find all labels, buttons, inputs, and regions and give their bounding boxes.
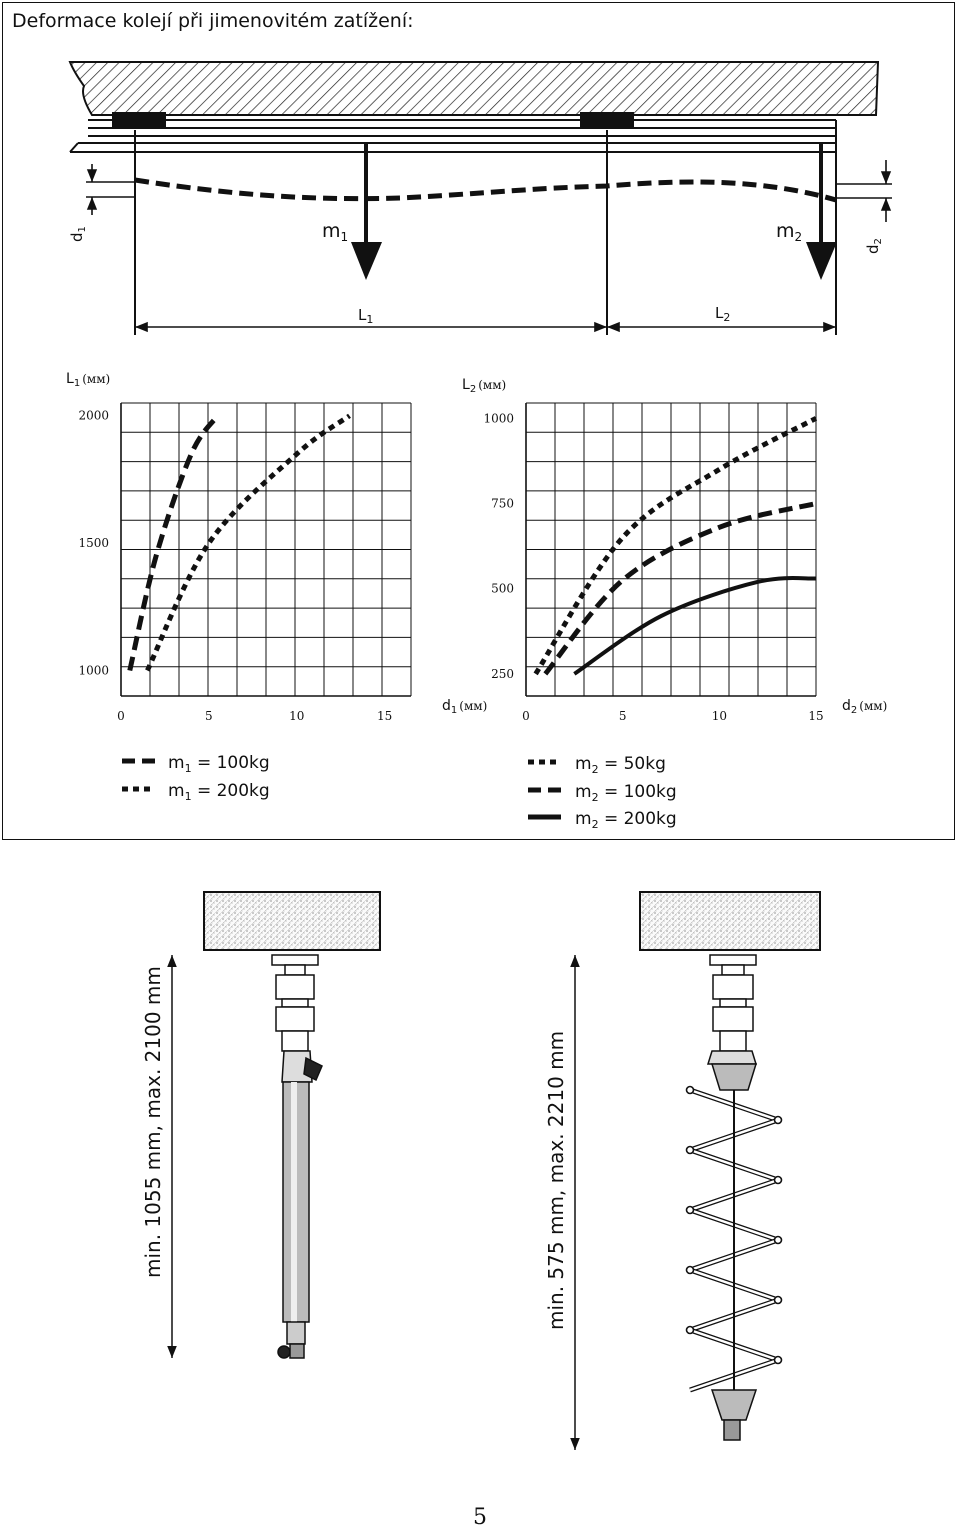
scissor-pivot	[773, 1115, 783, 1125]
d2-label: d2	[864, 238, 884, 254]
diagram-frame	[2, 2, 955, 840]
chart-L2-vs-d2: 0 5 10 15 1000 750 500 250 L2 (мм) d2 (мм)	[462, 377, 887, 723]
load-arrow-m2-head	[806, 242, 837, 280]
y-tick-label: 1000	[483, 411, 514, 425]
ceiling-block-left	[203, 891, 381, 951]
y-axis-label: L1 (мм)	[66, 371, 110, 389]
carriage-top	[275, 974, 315, 1000]
m1-label: m1	[322, 220, 348, 244]
rail-clip	[709, 954, 757, 966]
pole-knob	[303, 1056, 323, 1082]
x-tick-label: 0	[522, 709, 530, 723]
legend-chart-2: m2 = 50kg m2 = 100kg m2 = 200kg	[528, 754, 677, 831]
dimension-text-left: min. 1055 mm, max. 2100 mm	[141, 966, 165, 1278]
carriage-bottom	[275, 1006, 315, 1032]
pole-end	[286, 1321, 306, 1345]
L1-label: L1	[358, 306, 373, 326]
y-tick-label: 1000	[78, 664, 109, 678]
rail-deformation-diagram: d1 d2 m1 m2 L1 L2	[68, 61, 892, 335]
scissor-pivot	[773, 1295, 783, 1305]
d1-dimension	[86, 164, 135, 215]
page-number: 5	[473, 1505, 487, 1530]
y-tick-label: 1500	[78, 536, 109, 550]
scissor-pivot	[685, 1205, 695, 1215]
legend-label-m2-50: m2 = 50kg	[575, 754, 666, 776]
deformed-rail-curve	[134, 177, 837, 203]
scissor-pivot	[773, 1355, 783, 1365]
dimension-text-right: min. 575 mm, max. 2210 mm	[544, 1031, 568, 1330]
x-tick-label: 5	[619, 709, 627, 723]
ceiling-block-right	[639, 891, 821, 951]
carriage-bottom	[712, 1006, 754, 1032]
x-tick-label: 10	[712, 709, 727, 723]
x-tick-label: 15	[808, 709, 823, 723]
page-title: Deformace kolejí při jimenovitém zatížen…	[12, 10, 414, 32]
pole-end-knob	[277, 1345, 291, 1359]
scissor-pivot	[685, 1145, 695, 1155]
scissor-pivot	[685, 1265, 695, 1275]
series-line-solid	[573, 576, 817, 676]
legend-label-m2-100: m2 = 100kg	[575, 782, 677, 804]
series-line-dot	[145, 413, 351, 672]
x-tick-label: 0	[117, 709, 125, 723]
legend-chart-1: m1 = 100kg m1 = 200kg	[122, 753, 270, 803]
y-tick-label: 250	[491, 667, 514, 681]
scissor-mechanism	[685, 1085, 783, 1393]
scissor-pivot	[685, 1085, 695, 1095]
scissor-bottom-joint	[710, 1389, 758, 1421]
scissor-pivot	[773, 1235, 783, 1245]
scissor-hanger-drawing: min. 575 mm, max. 2210 mm	[544, 891, 821, 1450]
carriage-top	[712, 974, 754, 1000]
m2-label: m2	[776, 220, 802, 244]
chart-L1-vs-d1: 0 5 10 15 2000 1500 1000 L1 (мм) d1 (мм)	[66, 371, 487, 723]
x-tick-label: 15	[377, 709, 392, 723]
series-line-dash	[543, 501, 817, 676]
x-tick-label: 5	[205, 709, 213, 723]
legend-label-m1-100: m1 = 100kg	[168, 753, 270, 775]
y-tick-label: 2000	[78, 409, 109, 423]
rail-lines	[69, 119, 837, 153]
d1-label: d1	[68, 226, 88, 242]
x-axis-label: d1 (мм)	[442, 698, 487, 716]
x-axis-label: d2 (мм)	[842, 698, 887, 716]
ceiling-hatched	[68, 61, 880, 116]
scissor-top-joint	[710, 1063, 758, 1091]
L2-label: L2	[715, 304, 730, 324]
y-tick-label: 750	[491, 497, 514, 511]
y-tick-label: 500	[491, 582, 514, 596]
telescopic-pole-drawing: min. 1055 mm, max. 2100 mm	[141, 891, 381, 1359]
series-line-dot	[533, 416, 818, 676]
scissor-pivot	[773, 1175, 783, 1185]
series-line-dash	[127, 414, 220, 672]
load-arrow-m1-head	[351, 242, 382, 280]
legend-label-m1-200: m1 = 200kg	[168, 781, 270, 803]
x-tick-label: 10	[289, 709, 304, 723]
y-axis-label: L2 (мм)	[462, 377, 506, 395]
rail-clip	[271, 954, 319, 966]
scissor-pivot	[685, 1325, 695, 1335]
legend-label-m2-200: m2 = 200kg	[575, 809, 677, 831]
d2-dimension	[836, 160, 892, 222]
